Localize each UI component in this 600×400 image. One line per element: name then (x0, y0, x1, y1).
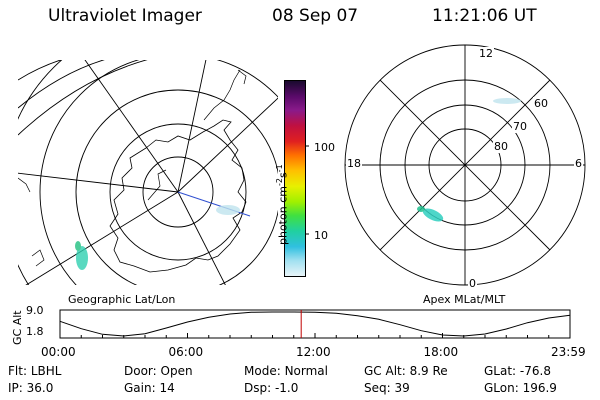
meridian (177, 60, 207, 193)
info-value: -1.0 (274, 381, 299, 395)
info-key: GLat: (484, 364, 520, 378)
emission-patch (216, 205, 240, 215)
info-value: 39 (394, 381, 410, 395)
info-key: Mode: (244, 364, 285, 378)
info-field: Dsp: -1.0 (244, 381, 298, 395)
colorbar-tick-10: 10 (314, 229, 328, 242)
colorbar-tick-100: 100 (314, 141, 335, 154)
meridian (177, 191, 226, 285)
lat-circle (109, 123, 247, 261)
x-tick-label: 06:00 (168, 345, 204, 359)
colorbar (284, 80, 306, 277)
info-field: GLon: 196.9 (484, 381, 557, 395)
meridian (177, 97, 278, 193)
info-value: 8.9 Re (409, 364, 448, 378)
info-field: IP: 36.0 (8, 381, 53, 395)
info-key: Gain: (124, 381, 160, 395)
x-tick-label: 00:00 (41, 345, 76, 359)
info-value: 196.9 (522, 381, 557, 395)
mlt-diagonal (379, 79, 551, 251)
info-value: -76.8 (519, 364, 551, 378)
mlt-label-12: 12 (478, 47, 494, 60)
info-key: IP: (8, 381, 27, 395)
info-value: Open (160, 364, 193, 378)
continent-outline (109, 119, 247, 273)
mlat-label-70: 70 (512, 120, 528, 133)
mlt-label-0: 0 (468, 277, 477, 290)
mlat-label-80: 80 (493, 140, 509, 153)
info-field: Door: Open (124, 364, 193, 378)
lat-circle (75, 89, 278, 285)
info-key: Door: (124, 364, 161, 378)
info-value: Normal (284, 364, 328, 378)
time-label: 11:21:06 UT (432, 6, 537, 26)
emission-patch (417, 206, 444, 222)
emission-patch (75, 241, 88, 270)
info-value: LBHL (30, 364, 62, 378)
colorbar-unit-label: photon cm-2s-1 (275, 164, 290, 245)
lat-circle (142, 156, 214, 228)
info-key: Flt: (8, 364, 31, 378)
altitude-line (59, 311, 571, 337)
alt-plot-ylabel: GC Alt (11, 310, 24, 345)
colorbar-ticks (305, 145, 309, 235)
lat-circle (39, 60, 278, 285)
instrument-title: Ultraviolet Imager (48, 6, 202, 26)
altitude-plot (59, 309, 571, 339)
mlt-label-18: 18 (346, 157, 362, 170)
info-key: Dsp: (244, 381, 275, 395)
emission-patch (493, 98, 521, 104)
info-field: Flt: LBHL (8, 364, 61, 378)
info-value: 14 (159, 381, 175, 395)
info-field: Gain: 14 (124, 381, 175, 395)
date-label: 08 Sep 07 (272, 6, 359, 26)
info-field: GLat: -76.8 (484, 364, 551, 378)
meridian (18, 172, 179, 193)
apex-polar-map (344, 44, 586, 286)
meridian (84, 60, 179, 193)
info-field: Mode: Normal (244, 364, 328, 378)
apex-caption: Apex MLat/MLT (423, 293, 506, 306)
geographic-caption: Geographic Lat/Lon (68, 293, 176, 306)
info-field: GC Alt: 8.9 Re (364, 364, 448, 378)
alt-ytick-bottom: 1.8 (26, 325, 44, 338)
x-tick-label: 23:59 (551, 345, 586, 359)
x-tick-label: 12:00 (296, 345, 331, 359)
geographic-map (18, 60, 278, 285)
meridian (25, 191, 179, 285)
info-key: Seq: (364, 381, 395, 395)
mlt-label-6: 6 (574, 157, 583, 170)
mlat-label-60: 60 (533, 97, 549, 110)
info-key: GC Alt: (364, 364, 410, 378)
alt-ytick-top: 9.0 (26, 304, 44, 317)
x-tick-label: 18:00 (423, 345, 459, 359)
info-value: 36.0 (26, 381, 54, 395)
info-field: Seq: 39 (364, 381, 410, 395)
info-key: GLon: (484, 381, 523, 395)
